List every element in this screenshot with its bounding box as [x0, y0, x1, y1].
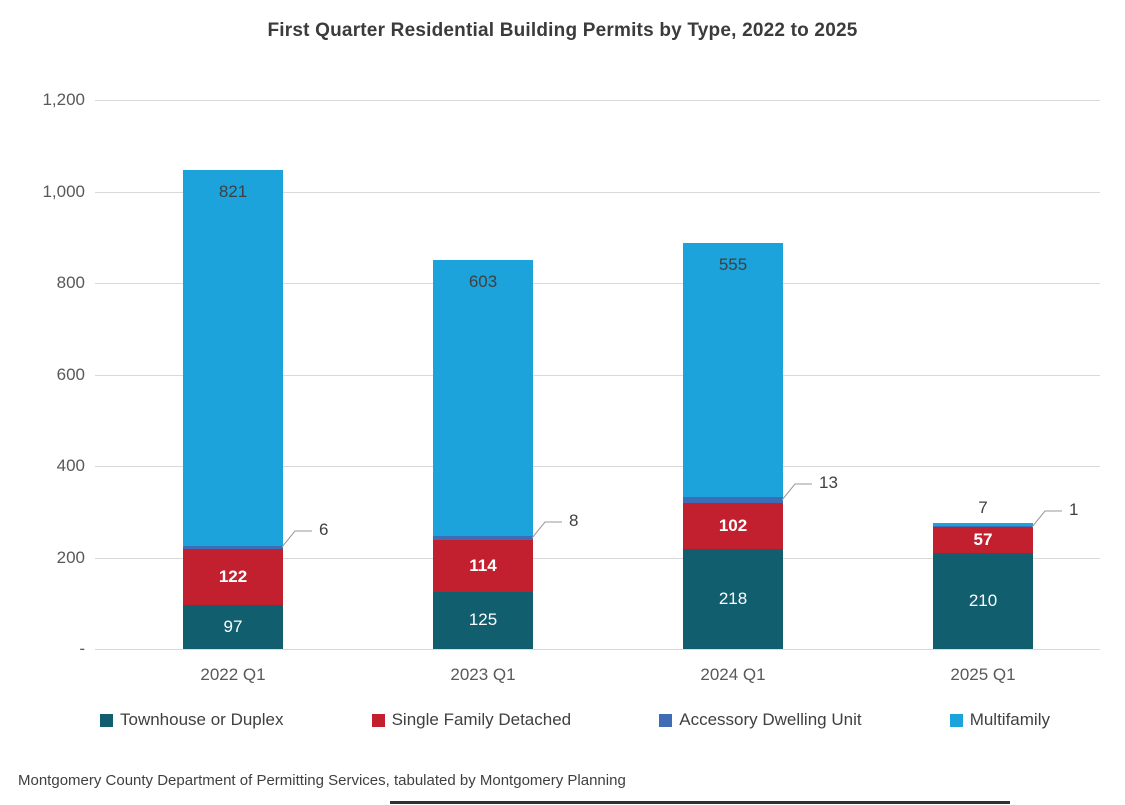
bar-segment-multifamily-2023-q1 — [433, 260, 533, 536]
data-label: 114 — [469, 555, 497, 575]
bar-segment-townhouse-or-duplex-2023-q1 — [433, 591, 533, 649]
bar-segment-accessory-dwelling-unit-2022-q1 — [183, 546, 283, 549]
bar-segment-multifamily-2022-q1 — [183, 170, 283, 547]
x-axis-label-2024-q1: 2024 Q1 — [700, 665, 766, 684]
bar-segment-townhouse-or-duplex-2024-q1 — [683, 549, 783, 649]
y-axis-tick-label: - — [79, 639, 85, 658]
callout-leader-line — [281, 530, 312, 548]
legend-item-townhouse-or-duplex: Townhouse or Duplex — [100, 710, 283, 730]
gridline — [95, 191, 1100, 193]
data-label-callout: 13 — [819, 472, 838, 492]
bar-segment-single-family-detached-2023-q1 — [433, 539, 533, 592]
legend-swatch-icon — [659, 713, 673, 727]
legend-label: Single Family Detached — [391, 710, 572, 729]
y-axis-tick-label: 1,000 — [42, 181, 85, 201]
legend-swatch-icon — [949, 713, 963, 727]
data-label: 821 — [218, 182, 248, 202]
legend-label: Multifamily — [969, 710, 1050, 729]
data-label: 122 — [218, 566, 248, 586]
gridline — [95, 466, 1100, 467]
legend-item-multifamily: Multifamily — [949, 710, 1050, 730]
legend-swatch-icon — [100, 713, 113, 727]
chart-title: First Quarter Residential Building Permi… — [267, 20, 858, 41]
data-label-callout: 1 — [1069, 499, 1079, 519]
data-label-callout: 8 — [569, 510, 579, 530]
data-label: 210 — [968, 590, 998, 610]
bar-segment-single-family-detached-2022-q1 — [183, 548, 283, 605]
data-label: 555 — [718, 254, 748, 274]
bar-segment-single-family-detached-2024-q1 — [683, 502, 783, 550]
y-axis-tick-label: 800 — [56, 273, 85, 292]
gridline — [95, 557, 1100, 559]
y-axis-tick-label: 600 — [56, 364, 85, 384]
legend-swatch-icon — [371, 713, 385, 727]
gridline — [95, 649, 1100, 650]
y-axis-tick-label: 400 — [56, 456, 85, 475]
legend: Townhouse or Duplex Single Family Detache… — [100, 710, 1050, 730]
bottom-border-line — [390, 801, 1010, 804]
bar-segment-multifamily-2025-q1 — [933, 523, 1033, 527]
bar-segment-townhouse-or-duplex-2025-q1 — [933, 552, 1033, 649]
bar-segment-accessory-dwelling-unit-2023-q1 — [433, 535, 533, 540]
bar-segment-accessory-dwelling-unit-2024-q1 — [683, 496, 783, 503]
data-label: 125 — [468, 610, 498, 630]
legend-item-single-family-detached: Single Family Detached — [371, 710, 572, 730]
data-label: 57 — [973, 529, 993, 549]
bar-segment-townhouse-or-duplex-2022-q1 — [183, 604, 283, 649]
x-axis-label-2023-q1: 2023 Q1 — [450, 665, 516, 684]
callout-leader-line — [781, 483, 812, 500]
data-label: 97 — [223, 616, 243, 636]
legend-item-accessory-dwelling-unit: Accessory Dwelling Unit — [659, 710, 862, 730]
x-axis-label-2022-q1: 2022 Q1 — [200, 665, 266, 684]
callout-leader-line — [1031, 510, 1062, 527]
callout-leader-line — [531, 521, 562, 539]
data-label: 7 — [978, 498, 988, 518]
data-label-callout: 6 — [319, 520, 329, 540]
x-axis-label-2025-q1: 2025 Q1 — [950, 665, 1016, 684]
legend-label: Accessory Dwelling Unit — [679, 710, 862, 729]
gridline — [95, 374, 1100, 376]
y-axis-tick-label: 1,200 — [42, 90, 85, 109]
data-label: 218 — [718, 589, 748, 609]
data-label: 603 — [468, 272, 498, 292]
source-note: Montgomery County Department of Permitti… — [18, 772, 626, 789]
gridline — [95, 283, 1100, 284]
legend-label: Townhouse or Duplex — [120, 710, 284, 729]
data-label: 102 — [718, 515, 748, 535]
bar-segment-multifamily-2024-q1 — [683, 242, 783, 497]
y-axis-tick-label: 200 — [56, 547, 85, 567]
gridline — [95, 100, 1100, 101]
bar-segment-single-family-detached-2025-q1 — [933, 526, 1033, 553]
